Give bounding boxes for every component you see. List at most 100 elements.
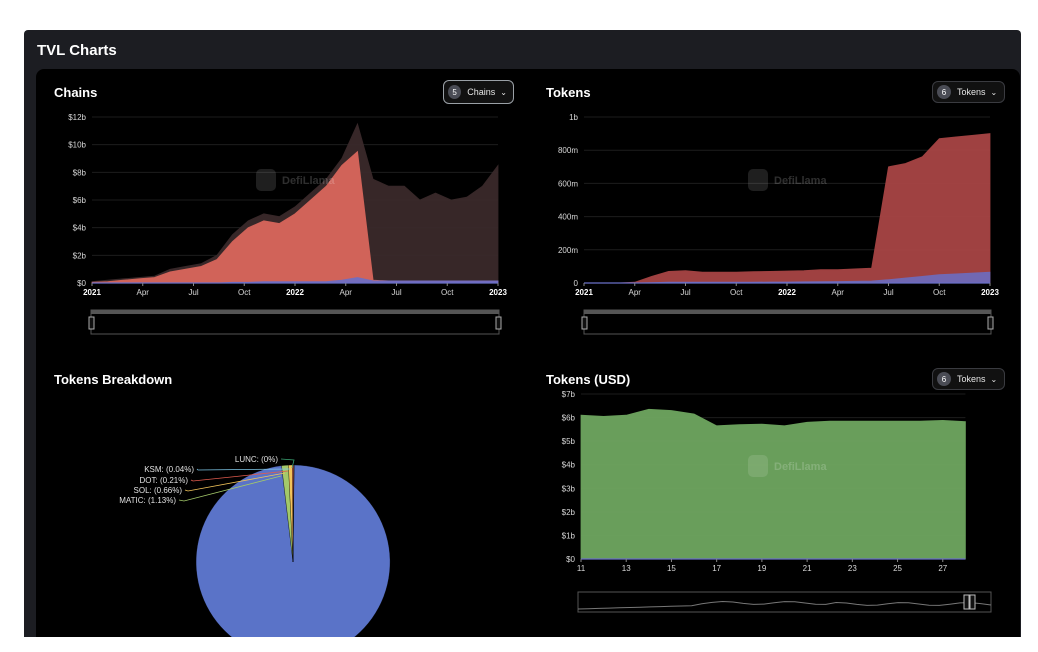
x-tick-label: 19 — [757, 564, 766, 573]
pie-label-lunc: LUNC: (0%) — [235, 455, 278, 464]
chevron-down-icon: ⌄ — [990, 374, 998, 384]
llama-logo-icon — [748, 169, 768, 191]
x-tick-label: Jul — [188, 288, 198, 297]
area-series-0 — [91, 122, 499, 284]
pie-label-ksm: KSM: (0.04%) — [144, 465, 194, 474]
tokens-breakdown-pie[interactable]: WETH: (97.96%)MATIC: (1.13%)SOL: (0.66%)… — [36, 356, 526, 637]
tokens-selector-button[interactable]: 6 Tokens ⌄ — [932, 81, 1005, 103]
pie-slice-weth[interactable] — [195, 464, 391, 637]
pie-label-leader — [184, 472, 286, 492]
range-handle-right[interactable] — [987, 316, 994, 330]
y-tick-label: $1b — [562, 531, 576, 540]
x-tick-label: 17 — [712, 564, 721, 573]
x-tick-label: Apr — [832, 288, 845, 297]
x-tick-label: 2021 — [83, 288, 101, 297]
x-tick-label: 27 — [938, 564, 947, 573]
chains-chart[interactable]: $0 $2b $4b $6b $8b $10b $12b 2021 Apr Jul Oct 2022 A… — [36, 69, 526, 339]
llama-logo-icon — [748, 455, 768, 477]
section-title: TVL Charts — [37, 42, 117, 59]
y-tick-label: $10b — [68, 141, 86, 150]
area-series-0 — [580, 408, 966, 560]
pie-label-leader — [280, 458, 295, 469]
x-tick-label: 11 — [577, 564, 586, 573]
x-tick-label: Oct — [441, 288, 454, 297]
chevron-down-icon: ⌄ — [990, 87, 998, 97]
range-slider[interactable] — [577, 591, 992, 613]
tokens-usd-chart[interactable]: $0 $1b $2b $3b $4b $5b $6b $7b 11 13 15 17 19 21 23 25 2… — [528, 356, 1018, 637]
pie-label-sol: SOL: (0.66%) — [134, 486, 183, 495]
y-tick-label: 200m — [558, 246, 578, 255]
range-handle-left[interactable] — [963, 594, 970, 610]
chains-count-badge: 5 — [448, 85, 462, 99]
y-tick-label: $6b — [73, 196, 87, 205]
chevron-down-icon: ⌄ — [500, 87, 507, 97]
area-series-0 — [584, 133, 991, 284]
x-tick-label: 21 — [803, 564, 812, 573]
x-tick-label: 2022 — [778, 288, 796, 297]
range-handle-left[interactable] — [88, 316, 95, 330]
range-slider-bar[interactable] — [584, 310, 991, 314]
x-tick-label: Jul — [680, 288, 690, 297]
x-tick-label: 2023 — [981, 288, 999, 297]
tokens-title: Tokens — [546, 85, 591, 100]
slider-preview-line — [577, 600, 992, 610]
usd-selector-label: Tokens — [957, 374, 986, 384]
usd-selector-button[interactable]: 6 Tokens ⌄ — [932, 368, 1005, 390]
pie-label-dot: DOT: (0.21%) — [140, 476, 189, 485]
y-tick-label: $4b — [73, 224, 87, 233]
y-tick-label: $0 — [77, 279, 86, 288]
x-tick-label: Apr — [340, 288, 353, 297]
tvl-charts-section: TVL Charts Chains 5 Chains ⌄ $0 $2b $4b $6b… — [24, 30, 1021, 637]
range-handle-right[interactable] — [969, 594, 976, 610]
breakdown-title: Tokens Breakdown — [54, 372, 173, 387]
watermark-text: DefiLlama — [282, 175, 335, 187]
watermark-text: DefiLlama — [774, 461, 827, 473]
x-tick-label: 2023 — [489, 288, 507, 297]
usd-title: Tokens (USD) — [546, 372, 631, 387]
x-tick-label: 25 — [893, 564, 902, 573]
chains-title: Chains — [54, 85, 98, 100]
y-tick-label: $5b — [562, 437, 576, 446]
x-tick-label: 15 — [667, 564, 676, 573]
y-tick-label: $6b — [562, 414, 576, 423]
range-slider-bar[interactable] — [91, 310, 499, 314]
charts-container: Chains 5 Chains ⌄ $0 $2b $4b $6b $8b $10b $12b… — [36, 69, 1020, 637]
y-tick-label: $3b — [562, 484, 576, 493]
llama-logo-icon — [256, 169, 276, 191]
pie-slice-lunc[interactable] — [292, 464, 295, 563]
x-tick-label: Oct — [730, 288, 743, 297]
chains-panel: Chains 5 Chains ⌄ $0 $2b $4b $6b $8b $10b $12b… — [36, 69, 526, 349]
y-tick-label: $8b — [73, 168, 87, 177]
y-tick-label: $7b — [562, 390, 576, 399]
x-tick-label: Jul — [883, 288, 893, 297]
x-tick-label: Jul — [391, 288, 401, 297]
pie-label-matic: MATIC: (1.13%) — [119, 496, 176, 505]
pie-label-leader — [190, 470, 289, 482]
range-handle-left[interactable] — [581, 316, 588, 330]
pie-label-leader — [196, 468, 291, 471]
y-tick-label: 1b — [569, 113, 578, 122]
x-tick-label: 13 — [622, 564, 631, 573]
y-tick-label: 400m — [558, 213, 578, 222]
y-tick-label: $4b — [562, 461, 576, 470]
watermark-text: DefiLlama — [774, 175, 827, 187]
usd-count-badge: 6 — [937, 372, 951, 386]
tokens-chart[interactable]: 0 200m 400m 600m 800m 1b 2021 Apr Jul Oct 2022 Apr J… — [528, 69, 1018, 339]
range-handle-right[interactable] — [495, 316, 502, 330]
y-tick-label: $0 — [566, 555, 575, 564]
y-tick-label: 600m — [558, 179, 578, 188]
chains-selector-label: Chains — [467, 87, 496, 97]
tokens-count-badge: 6 — [937, 85, 951, 99]
y-tick-label: $2b — [562, 508, 576, 517]
x-tick-label: 2022 — [286, 288, 304, 297]
x-tick-label: 2021 — [575, 288, 593, 297]
usd-panel: Tokens (USD) 6 Tokens ⌄ $0 $1b $2b $3b $4b $5… — [528, 356, 1018, 637]
tokens-selector-label: Tokens — [957, 87, 986, 97]
breakdown-panel: Tokens Breakdown WETH: (97.96%)MATIC: (1… — [36, 356, 526, 637]
x-tick-label: 23 — [848, 564, 857, 573]
x-tick-label: Apr — [629, 288, 642, 297]
chains-selector-button[interactable]: 5 Chains ⌄ — [443, 80, 514, 104]
x-tick-label: Oct — [933, 288, 946, 297]
x-tick-label: Oct — [238, 288, 251, 297]
x-tick-label: Apr — [137, 288, 150, 297]
